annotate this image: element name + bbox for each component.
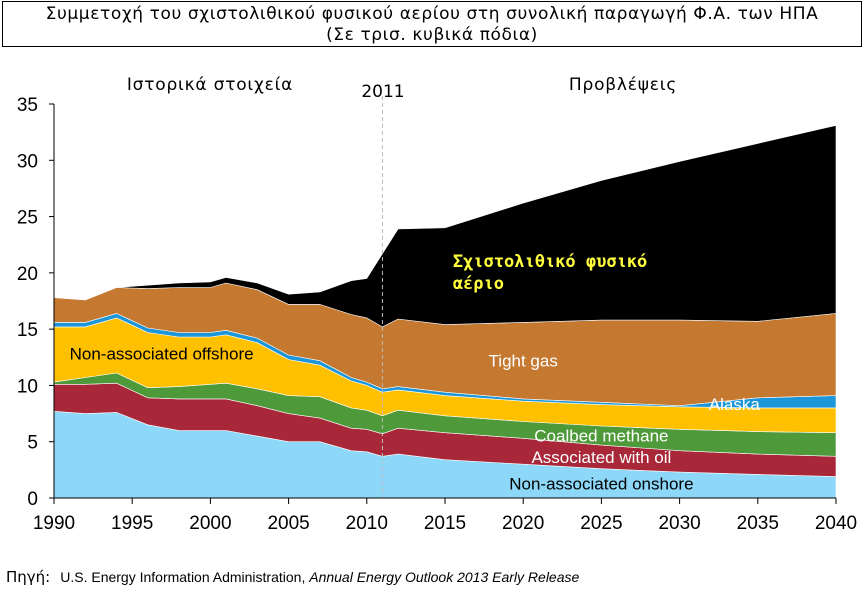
y-tick-label: 30 (17, 151, 38, 172)
x-tick-label: 2040 (815, 513, 857, 534)
series-label-non-associated-offshore: Non-associated offshore (70, 344, 254, 363)
y-tick-label: 15 (17, 320, 38, 341)
x-tick-label: 2020 (502, 513, 544, 534)
x-tick-label: 2000 (189, 513, 231, 534)
projections-region-label: Προβλέψεις (569, 75, 677, 95)
x-tick-label: 1995 (111, 513, 153, 534)
y-tick-label: 20 (17, 264, 38, 285)
x-tick-label: 2025 (580, 513, 622, 534)
y-tick-label: 10 (17, 376, 38, 397)
x-tick-label: 1990 (33, 513, 75, 534)
y-tick-label: 35 (17, 95, 38, 116)
area-series-6 (53, 125, 837, 328)
series-label-non-associated-onshore: Non-associated onshore (509, 474, 693, 493)
chart-title-box: Συμμετοχή του σχιστολιθικού φυσικού αερί… (2, 1, 862, 47)
source-text: U.S. Energy Information Administration, (60, 569, 310, 585)
source-label: Πηγή: (6, 568, 51, 586)
divider-year-label: 2011 (361, 82, 404, 102)
y-tick-label: 25 (17, 208, 38, 229)
series-label-alaska: Alaska (709, 395, 761, 414)
series-label-shale-gas: Σχιστολιθικό φυσικό αέριο (453, 252, 647, 294)
source-publication: Annual Energy Outlook 2013 Early Release (309, 569, 580, 585)
historical-region-label: Ιστορικά στοιχεία (127, 75, 293, 95)
series-label-associated-with-oil: Associated with oil (531, 448, 671, 467)
y-tick-label: 5 (27, 433, 38, 454)
chart-title: Συμμετοχή του σχιστολιθικού φυσικού αερί… (45, 4, 819, 24)
x-tick-label: 2030 (658, 513, 700, 534)
x-tick-label: 2010 (346, 513, 388, 534)
series-label-coalbed-methane: Coalbed methane (534, 427, 668, 446)
chart-subtitle: (Σε τρισ. κυβικά πόδια) (326, 25, 538, 45)
x-tick-label: 2005 (267, 513, 309, 534)
series-label-tight-gas: Tight gas (489, 352, 558, 371)
x-tick-label: 2015 (424, 513, 466, 534)
x-tick-label: 2035 (737, 513, 779, 534)
source-note: Πηγή: U.S. Energy Information Administrat… (6, 568, 579, 586)
y-tick-label: 0 (27, 489, 38, 510)
